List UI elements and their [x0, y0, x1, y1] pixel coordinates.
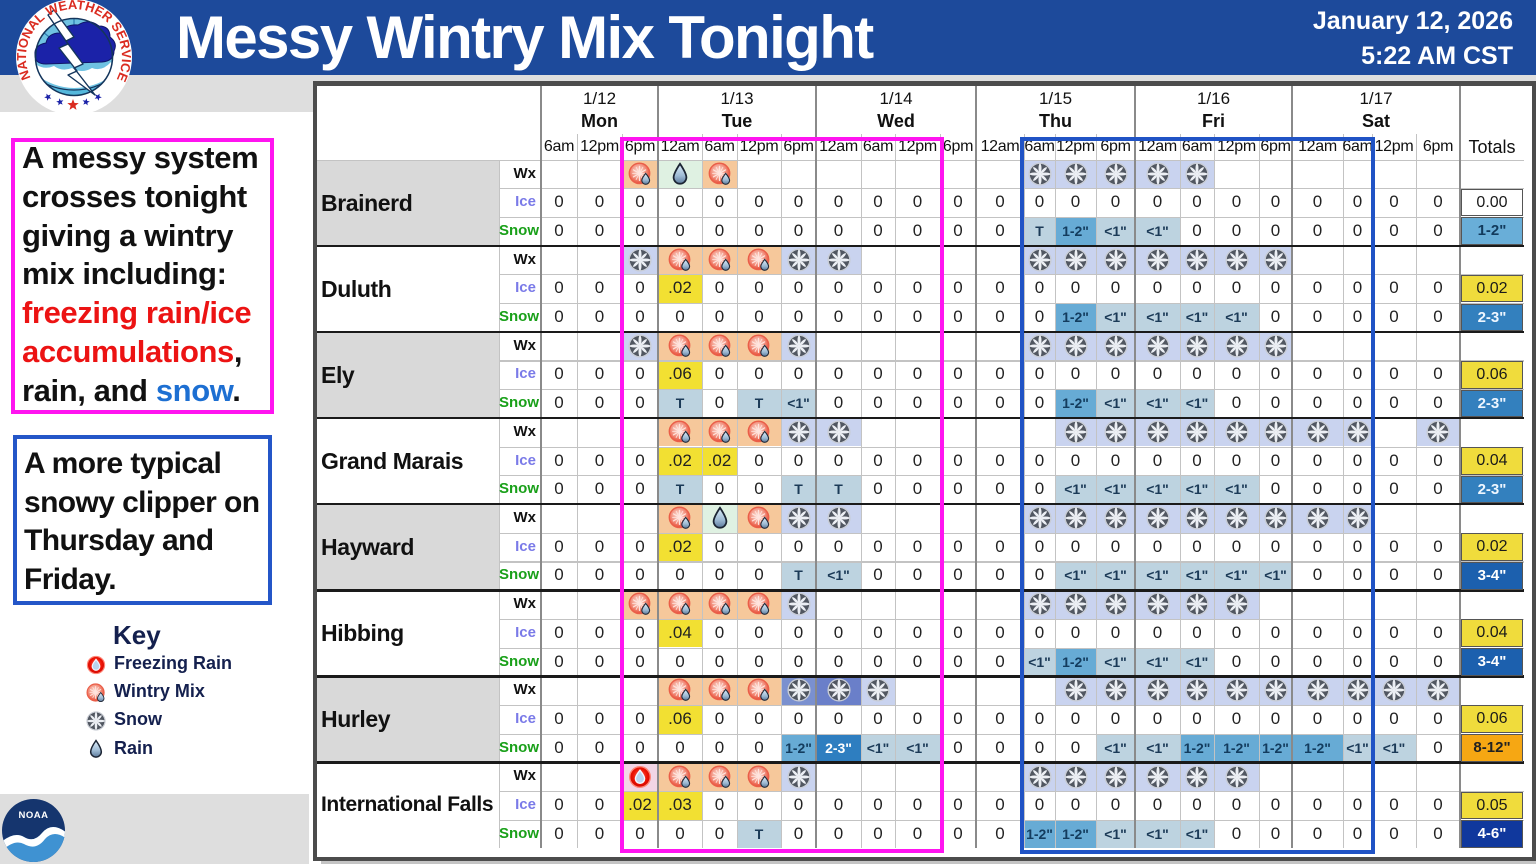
svg-text:NOAA: NOAA — [19, 810, 49, 821]
